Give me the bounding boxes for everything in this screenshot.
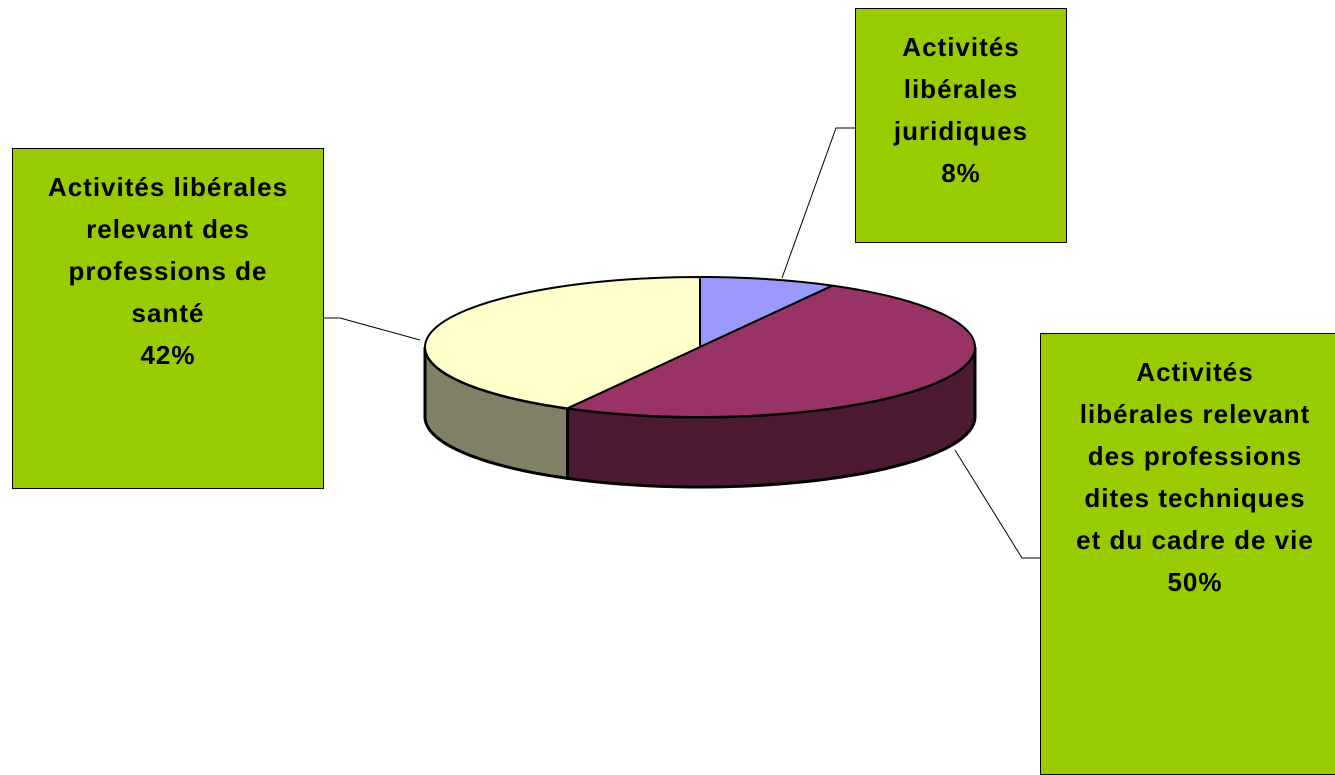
leader-line <box>954 449 1040 559</box>
leader-line <box>324 317 421 341</box>
slice <box>563 284 976 418</box>
category-label: Activités libérales relevant des profess… <box>47 172 289 328</box>
label-box <box>12 148 324 489</box>
data-label: Activités libérales relevant des profess… <box>37 166 299 376</box>
category-label: Activités libérales relevant des profess… <box>1076 357 1314 555</box>
label-box <box>1040 333 1335 775</box>
data-label: Activités libérales juridiques 8% <box>861 26 1061 194</box>
slice <box>424 275 701 410</box>
percent-label: 50% <box>1167 567 1223 597</box>
category-label: Activités libérales juridiques <box>893 32 1029 146</box>
data-label: Activités libérales relevant des profess… <box>1075 351 1315 603</box>
leader-line <box>781 127 855 279</box>
slice <box>699 275 836 349</box>
percent-label: 8% <box>941 158 981 188</box>
label-box <box>855 8 1067 243</box>
percent-label: 42% <box>140 340 196 370</box>
